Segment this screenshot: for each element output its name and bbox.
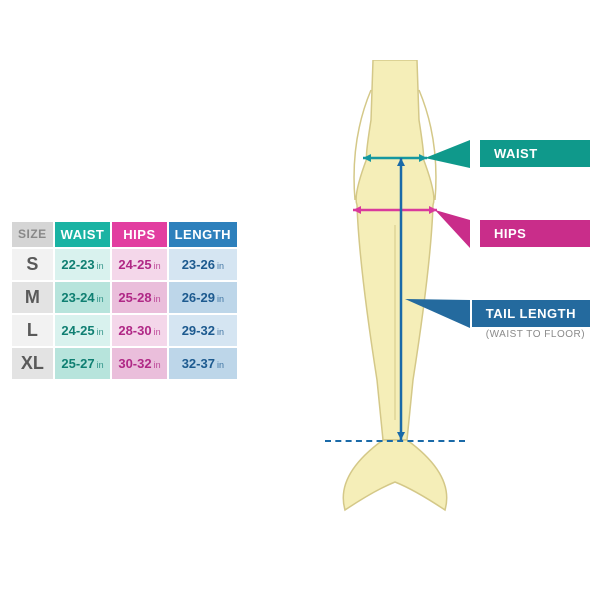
cell-waist: 23-24in <box>55 282 111 313</box>
label-pointer <box>405 299 472 330</box>
tail-label-group: TAIL LENGTH (WAIST TO FLOOR) <box>472 300 590 340</box>
cell-hips: 25-28in <box>112 282 166 313</box>
cell-size: XL <box>12 348 53 379</box>
floor-dash-line <box>325 440 465 442</box>
measurement-diagram: WAIST HIPS TAIL LENGTH (WAIST TO FLOOR) <box>300 60 590 540</box>
header-size: SIZE <box>12 222 53 247</box>
tail-length-label-text: TAIL LENGTH <box>486 306 576 321</box>
label-pointer <box>435 210 472 250</box>
hips-label: HIPS <box>480 220 590 247</box>
tail-length-sublabel: (WAIST TO FLOOR) <box>472 329 590 340</box>
size-chart-table: SIZE WAIST HIPS LENGTH S22-23in24-25in23… <box>10 220 239 381</box>
table-row: M23-24in25-28in26-29in <box>12 282 237 313</box>
table-header-row: SIZE WAIST HIPS LENGTH <box>12 222 237 247</box>
cell-waist: 24-25in <box>55 315 111 346</box>
cell-hips: 24-25in <box>112 249 166 280</box>
cell-waist: 25-27in <box>55 348 111 379</box>
cell-length: 32-37in <box>169 348 237 379</box>
label-pointer <box>425 140 472 170</box>
waist-label-group: WAIST <box>480 140 590 167</box>
cell-hips: 28-30in <box>112 315 166 346</box>
table-row: S22-23in24-25in23-26in <box>12 249 237 280</box>
table-row: L24-25in28-30in29-32in <box>12 315 237 346</box>
header-length: LENGTH <box>169 222 237 247</box>
hips-label-group: HIPS <box>480 220 590 247</box>
cell-length: 26-29in <box>169 282 237 313</box>
table-row: XL25-27in30-32in32-37in <box>12 348 237 379</box>
cell-length: 29-32in <box>169 315 237 346</box>
cell-size: S <box>12 249 53 280</box>
hips-label-text: HIPS <box>494 226 526 241</box>
waist-label: WAIST <box>480 140 590 167</box>
cell-size: M <box>12 282 53 313</box>
cell-hips: 30-32in <box>112 348 166 379</box>
header-hips: HIPS <box>112 222 166 247</box>
cell-waist: 22-23in <box>55 249 111 280</box>
cell-size: L <box>12 315 53 346</box>
waist-label-text: WAIST <box>494 146 538 161</box>
header-waist: WAIST <box>55 222 111 247</box>
tail-length-label: TAIL LENGTH <box>472 300 590 327</box>
cell-length: 23-26in <box>169 249 237 280</box>
